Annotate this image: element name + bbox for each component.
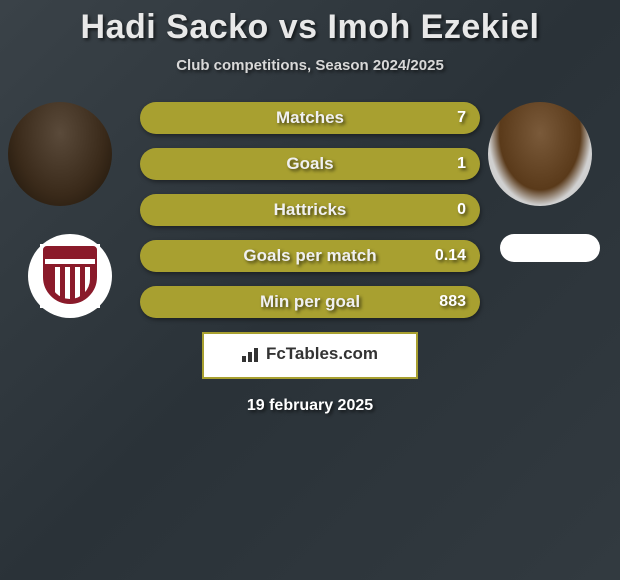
player-right-avatar <box>488 102 592 206</box>
avatar-placeholder <box>8 102 112 206</box>
stat-row: Min per goal 883 <box>140 286 480 318</box>
stat-row: Matches 7 <box>140 102 480 134</box>
player-left-avatar <box>8 102 112 206</box>
stat-right-value: 0 <box>457 194 466 226</box>
footer-brand-box: FcTables.com <box>202 332 418 379</box>
stat-label: Goals <box>140 148 480 180</box>
page-title: Hadi Sacko vs Imoh Ezekiel <box>0 0 620 47</box>
stat-label: Hattricks <box>140 194 480 226</box>
footer-brand-text: FcTables.com <box>266 344 378 364</box>
club-left-badge <box>28 234 112 318</box>
bar-chart-icon <box>242 346 262 362</box>
stat-row: Goals 1 <box>140 148 480 180</box>
club-right-badge <box>500 234 600 262</box>
crest-icon <box>40 244 100 308</box>
stat-label: Min per goal <box>140 286 480 318</box>
stat-row: Goals per match 0.14 <box>140 240 480 272</box>
comparison-panel: Matches 7 Goals 1 Hattricks 0 Goals per … <box>0 96 620 415</box>
comparison-date: 19 february 2025 <box>0 397 620 415</box>
stat-right-value: 1 <box>457 148 466 180</box>
stat-row: Hattricks 0 <box>140 194 480 226</box>
stat-right-value: 883 <box>439 286 466 318</box>
page-subtitle: Club competitions, Season 2024/2025 <box>0 57 620 74</box>
stat-label: Matches <box>140 102 480 134</box>
stat-right-value: 7 <box>457 102 466 134</box>
stat-bars: Matches 7 Goals 1 Hattricks 0 Goals per … <box>140 96 480 318</box>
avatar-placeholder <box>488 102 592 206</box>
stat-right-value: 0.14 <box>435 240 466 272</box>
stat-label: Goals per match <box>140 240 480 272</box>
